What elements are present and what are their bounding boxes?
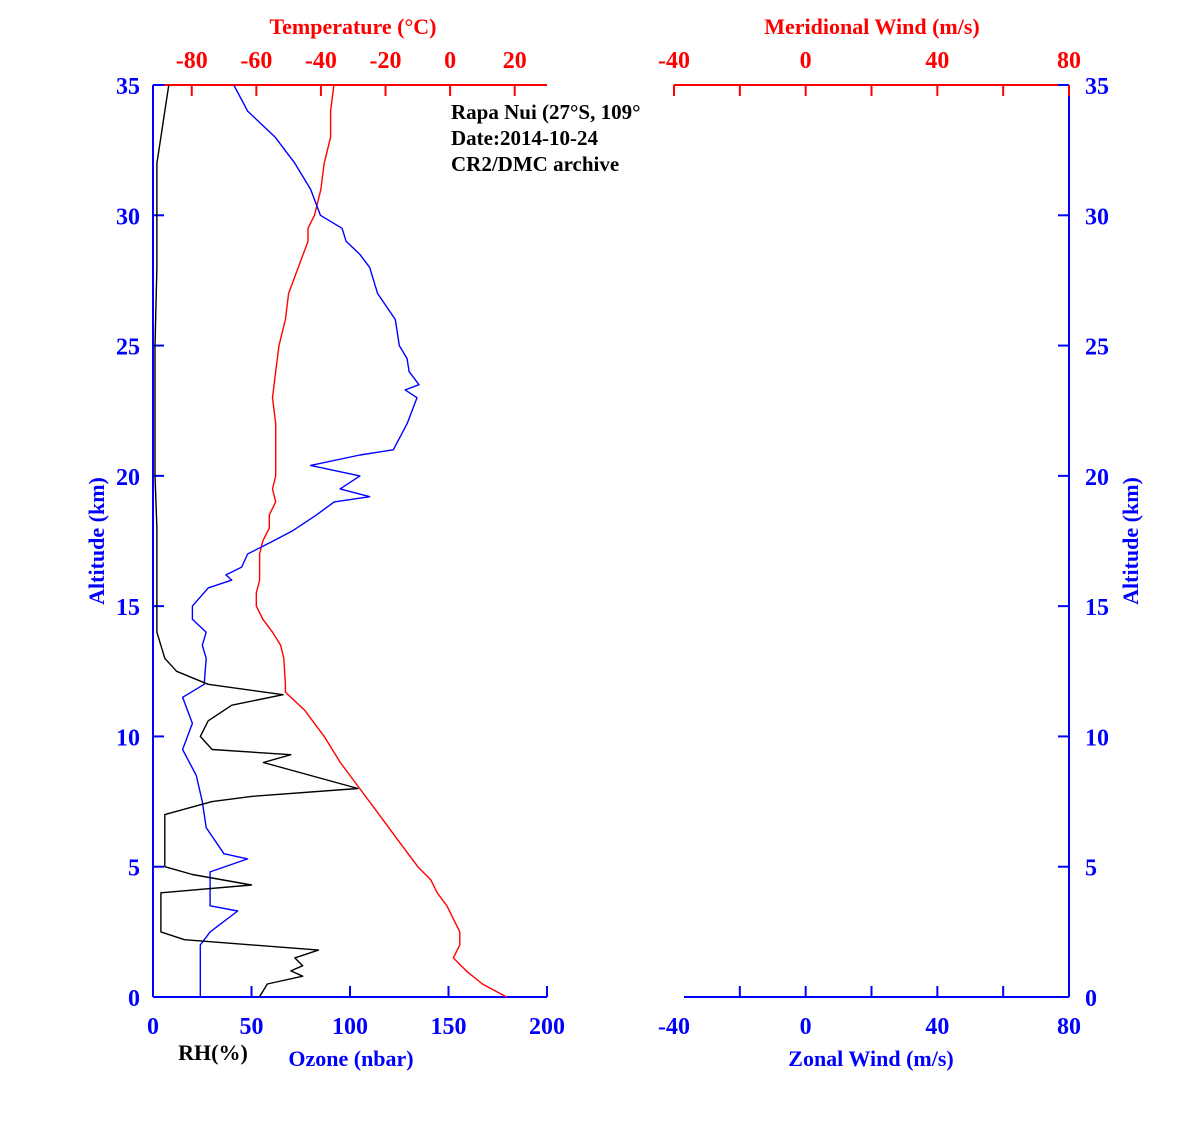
right-y-tick-label: 35 xyxy=(1085,74,1109,100)
meridional-wind-axis-title: Meridional Wind (m/s) xyxy=(764,14,980,39)
right-y-tick-label: 30 xyxy=(1085,204,1109,230)
right-axis-ticks: 0 5 10 15 20 25 30 35 -40 0 40 80 -40 0 40 80 xyxy=(658,48,1109,1040)
meridional-wind-tick-label: 0 xyxy=(800,48,812,74)
zonal-wind-axis-title: Zonal Wind (m/s) xyxy=(788,1046,953,1071)
temperature-tick-label: -40 xyxy=(305,48,337,74)
left-altitude-axis-title: Altitude (km) xyxy=(84,477,109,605)
zonal-wind-tick-label: 40 xyxy=(925,1014,949,1040)
left-y-tick-label: 20 xyxy=(116,465,140,491)
left-y-tick-label: 30 xyxy=(116,204,140,230)
rh-axis-title: RH(%) xyxy=(178,1040,248,1065)
temperature-tick-label: -60 xyxy=(240,48,272,74)
right-altitude-axis-title: Altitude (km) xyxy=(1118,477,1143,605)
zonal-wind-tick-label: 0 xyxy=(800,1014,812,1040)
right-y-tick-label: 20 xyxy=(1085,465,1109,491)
right-y-tick-label: 0 xyxy=(1085,986,1097,1012)
meridional-wind-tick-label: 80 xyxy=(1057,48,1081,74)
sounding-date-text: Date:2014-10-24 xyxy=(451,126,598,150)
temperature-tick-label: 0 xyxy=(444,48,456,74)
right-y-tick-label: 5 xyxy=(1085,856,1097,882)
temperature-tick-label: 20 xyxy=(503,48,527,74)
right-y-tick-label: 25 xyxy=(1085,335,1109,361)
ozone-tick-label: 200 xyxy=(529,1014,565,1040)
rh-profile-line xyxy=(154,84,359,998)
left-y-tick-label: 5 xyxy=(128,856,140,882)
temperature-axis-title: Temperature (°C) xyxy=(269,14,436,39)
left-y-tick-label: 35 xyxy=(116,74,140,100)
ozone-tick-label: 50 xyxy=(240,1014,264,1040)
temperature-profile-line xyxy=(255,84,507,998)
zonal-wind-tick-label: 80 xyxy=(1057,1014,1081,1040)
left-y-tick-label: 10 xyxy=(116,725,140,751)
station-name-text: Rapa Nui (27°S, 109° xyxy=(451,100,641,124)
archive-source-text: CR2/DMC archive xyxy=(451,152,619,176)
ozone-tick-label: 150 xyxy=(431,1014,467,1040)
ozone-axis-title: Ozone (nbar) xyxy=(288,1046,413,1071)
left-y-tick-label: 0 xyxy=(128,986,140,1012)
meridional-wind-tick-label: 40 xyxy=(925,48,949,74)
ozone-tick-label: 100 xyxy=(332,1014,368,1040)
temperature-tick-label: -20 xyxy=(370,48,402,74)
left-y-tick-label: 15 xyxy=(116,595,140,621)
left-series-lines xyxy=(154,84,507,998)
right-panel: 0 5 10 15 20 25 30 35 -40 0 40 80 -40 0 40 80 Meridiona… xyxy=(658,14,1143,1071)
right-y-tick-label: 15 xyxy=(1085,595,1109,621)
meridional-wind-tick-label: -40 xyxy=(658,48,690,74)
zonal-wind-tick-label: -40 xyxy=(658,1014,690,1040)
station-annotation: Rapa Nui (27°S, 109° Date:2014-10-24 CR2… xyxy=(451,100,641,176)
right-y-tick-label: 10 xyxy=(1085,725,1109,751)
ozone-profile-line xyxy=(181,84,420,997)
temperature-tick-label: -80 xyxy=(176,48,208,74)
ozone-tick-label: 0 xyxy=(147,1014,159,1040)
left-y-tick-label: 25 xyxy=(116,335,140,361)
